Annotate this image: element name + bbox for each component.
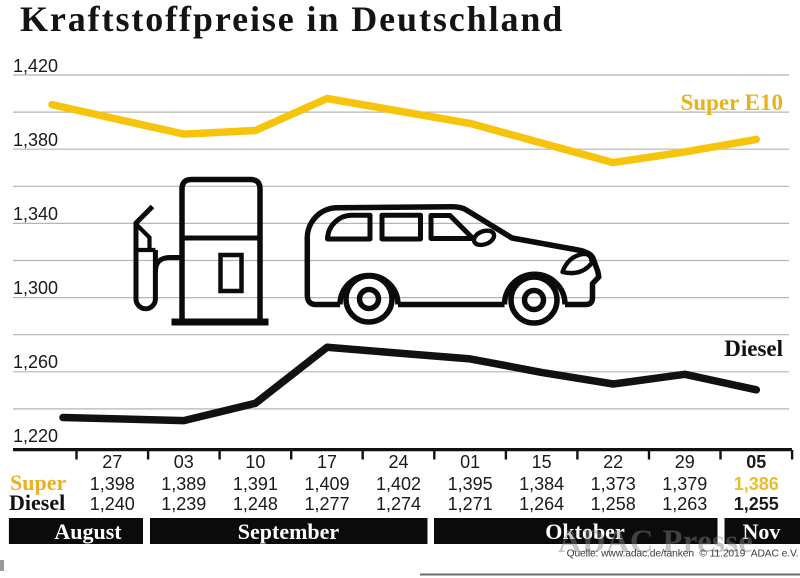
svg-text:1,420: 1,420 [13, 56, 58, 76]
svg-text:August: August [54, 519, 122, 544]
svg-text:1,260: 1,260 [13, 352, 58, 372]
svg-text:Super: Super [10, 470, 66, 495]
svg-text:1,274: 1,274 [376, 494, 421, 514]
svg-text:1,240: 1,240 [90, 494, 135, 514]
svg-text:1,248: 1,248 [233, 494, 278, 514]
svg-text:1,398: 1,398 [90, 474, 135, 494]
svg-text:1,340: 1,340 [13, 204, 58, 224]
svg-text:ADAC Presse: ADAC Presse [558, 524, 753, 560]
svg-text:24: 24 [388, 452, 408, 472]
svg-text:Kraftstoffpreise in Deutschlan: Kraftstoffpreise in Deutschland [20, 0, 564, 39]
svg-text:1,373: 1,373 [591, 474, 636, 494]
svg-text:1,220: 1,220 [13, 426, 58, 446]
svg-text:17: 17 [317, 452, 337, 472]
svg-text:22: 22 [603, 452, 623, 472]
svg-text:1,239: 1,239 [161, 494, 206, 514]
svg-text:Super E10: Super E10 [681, 90, 783, 115]
svg-text:1,389: 1,389 [161, 474, 206, 494]
svg-text:27: 27 [102, 452, 122, 472]
svg-text:1,395: 1,395 [448, 474, 493, 494]
svg-text:01: 01 [460, 452, 480, 472]
svg-text:1,264: 1,264 [519, 494, 564, 514]
svg-text:1,409: 1,409 [304, 474, 349, 494]
svg-text:1,384: 1,384 [519, 474, 564, 494]
svg-text:Diesel: Diesel [724, 336, 783, 361]
svg-text:Diesel: Diesel [9, 490, 65, 515]
svg-text:Oktober: Oktober [545, 519, 625, 544]
svg-text:05: 05 [746, 452, 766, 472]
svg-text:Quelle: www.adac.de/tanken ©: Quelle: www.adac.de/tanken © 11.2019 ADA… [567, 549, 799, 560]
svg-text:1,255: 1,255 [734, 494, 779, 514]
svg-text:15: 15 [532, 452, 552, 472]
svg-text:1,263: 1,263 [662, 494, 707, 514]
svg-text:1,402: 1,402 [376, 474, 421, 494]
svg-text:1,258: 1,258 [591, 494, 636, 514]
svg-text:1,277: 1,277 [304, 494, 349, 514]
svg-text:10: 10 [245, 452, 265, 472]
svg-text:03: 03 [174, 452, 194, 472]
svg-text:September: September [238, 519, 340, 544]
svg-text:1,379: 1,379 [662, 474, 707, 494]
svg-text:1,271: 1,271 [448, 494, 493, 514]
svg-text:29: 29 [675, 452, 695, 472]
svg-text:1,386: 1,386 [734, 474, 779, 494]
svg-text:1,380: 1,380 [13, 130, 58, 150]
svg-text:1,391: 1,391 [233, 474, 278, 494]
svg-text:1,300: 1,300 [13, 278, 58, 298]
svg-text:Nov: Nov [743, 519, 781, 544]
